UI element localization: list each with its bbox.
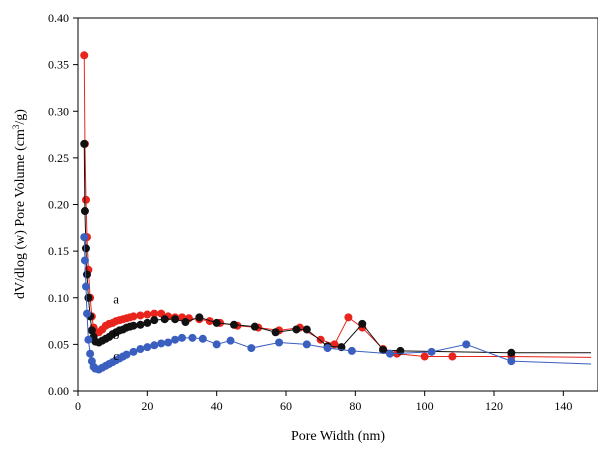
data-point-a (80, 51, 89, 60)
x-tick-label: 100 (416, 399, 434, 413)
data-point-c (171, 335, 180, 344)
data-point-a (420, 352, 429, 361)
x-tick-label: 60 (280, 399, 292, 413)
y-tick-label: 0.15 (48, 244, 69, 258)
data-point-c (129, 347, 138, 356)
plot-area (77, 17, 598, 392)
data-point-c (81, 282, 90, 291)
data-point-b (150, 316, 159, 325)
series-c: c (80, 233, 592, 374)
data-point-c (212, 340, 221, 349)
data-point-c (507, 357, 516, 366)
data-point-b (87, 326, 96, 335)
data-point-c (323, 344, 332, 353)
data-point-b (358, 319, 367, 328)
data-point-b (181, 317, 190, 326)
data-point-c (427, 347, 436, 356)
data-point-c (247, 344, 256, 353)
x-tick-label: 40 (211, 399, 223, 413)
data-point-b (84, 293, 93, 302)
data-point-b (129, 321, 138, 330)
data-point-b (230, 320, 238, 329)
data-point-a (150, 309, 159, 318)
curve-label-a: a (113, 291, 119, 306)
y-axis-ticks: 0.00 0.05 0.10 0.15 0.20 0.25 0.30 0.35 0.40 (48, 11, 78, 398)
data-point-c (143, 343, 152, 352)
data-point-a (136, 311, 145, 320)
data-point-c (462, 340, 471, 349)
x-tick-label: 0 (75, 399, 81, 413)
y-tick-label: 0.40 (48, 11, 69, 25)
series-b: b (80, 139, 592, 357)
data-point-a (143, 310, 152, 319)
x-tick-label: 20 (141, 399, 153, 413)
data-point-c (386, 349, 394, 358)
y-tick-label: 0.10 (48, 291, 69, 305)
data-point-c (150, 341, 159, 350)
y-tick-label: 0.35 (48, 58, 69, 72)
data-point-c (198, 334, 207, 343)
y-tick-label: 0.30 (48, 104, 69, 118)
data-point-b (83, 270, 92, 279)
y-tick-label: 0.00 (48, 384, 69, 398)
data-point-c (80, 233, 89, 242)
data-point-b (212, 318, 221, 327)
data-point-b (80, 207, 89, 216)
data-point-c (84, 335, 93, 344)
data-point-c (188, 333, 197, 342)
x-tick-label: 120 (485, 399, 503, 413)
data-point-a (129, 312, 138, 321)
data-point-b (143, 318, 152, 327)
data-point-c (226, 336, 235, 345)
data-point-b (507, 348, 516, 357)
data-point-b (81, 244, 90, 253)
series-line-c (83, 237, 592, 371)
data-point-a (448, 352, 457, 361)
data-point-b (379, 345, 388, 354)
y-tick-label: 0.20 (48, 198, 69, 212)
curve-label-c: c (113, 348, 119, 363)
curve-label-b: b (113, 327, 120, 342)
y-tick-label: 0.25 (48, 151, 69, 165)
series-line-b (83, 143, 592, 354)
data-point-c (86, 349, 95, 358)
series-layer: a bc (80, 51, 592, 374)
data-point-c (122, 350, 131, 359)
x-axis-title: Pore Width (nm) (291, 429, 385, 444)
data-point-c (83, 309, 92, 318)
series-a: a (80, 51, 592, 361)
plot-frame (77, 17, 598, 392)
data-point-b (195, 313, 204, 322)
data-point-b (171, 315, 180, 324)
data-point-b (250, 322, 259, 331)
data-point-c (347, 346, 356, 355)
x-axis-ticks: 0 20 40 60 80 100 120 140 (75, 391, 572, 413)
data-point-a (81, 195, 90, 204)
data-point-b (136, 320, 145, 329)
data-point-b (292, 325, 301, 334)
data-point-b (302, 325, 311, 334)
data-point-b (160, 315, 169, 324)
data-point-c (275, 338, 284, 347)
data-point-c (178, 333, 186, 342)
data-point-c (164, 338, 173, 347)
data-point-c (302, 340, 311, 349)
data-point-b (80, 139, 89, 148)
data-point-c (80, 256, 89, 265)
data-point-c (157, 339, 166, 348)
x-tick-label: 140 (554, 399, 572, 413)
data-point-c (136, 345, 145, 354)
data-point-a (344, 313, 353, 322)
data-point-b (271, 328, 280, 337)
y-axis-title: dV/dlog (w) Pore Volume (cm3/g) (11, 109, 28, 299)
x-tick-label: 80 (349, 399, 361, 413)
y-tick-label: 0.05 (48, 337, 69, 351)
